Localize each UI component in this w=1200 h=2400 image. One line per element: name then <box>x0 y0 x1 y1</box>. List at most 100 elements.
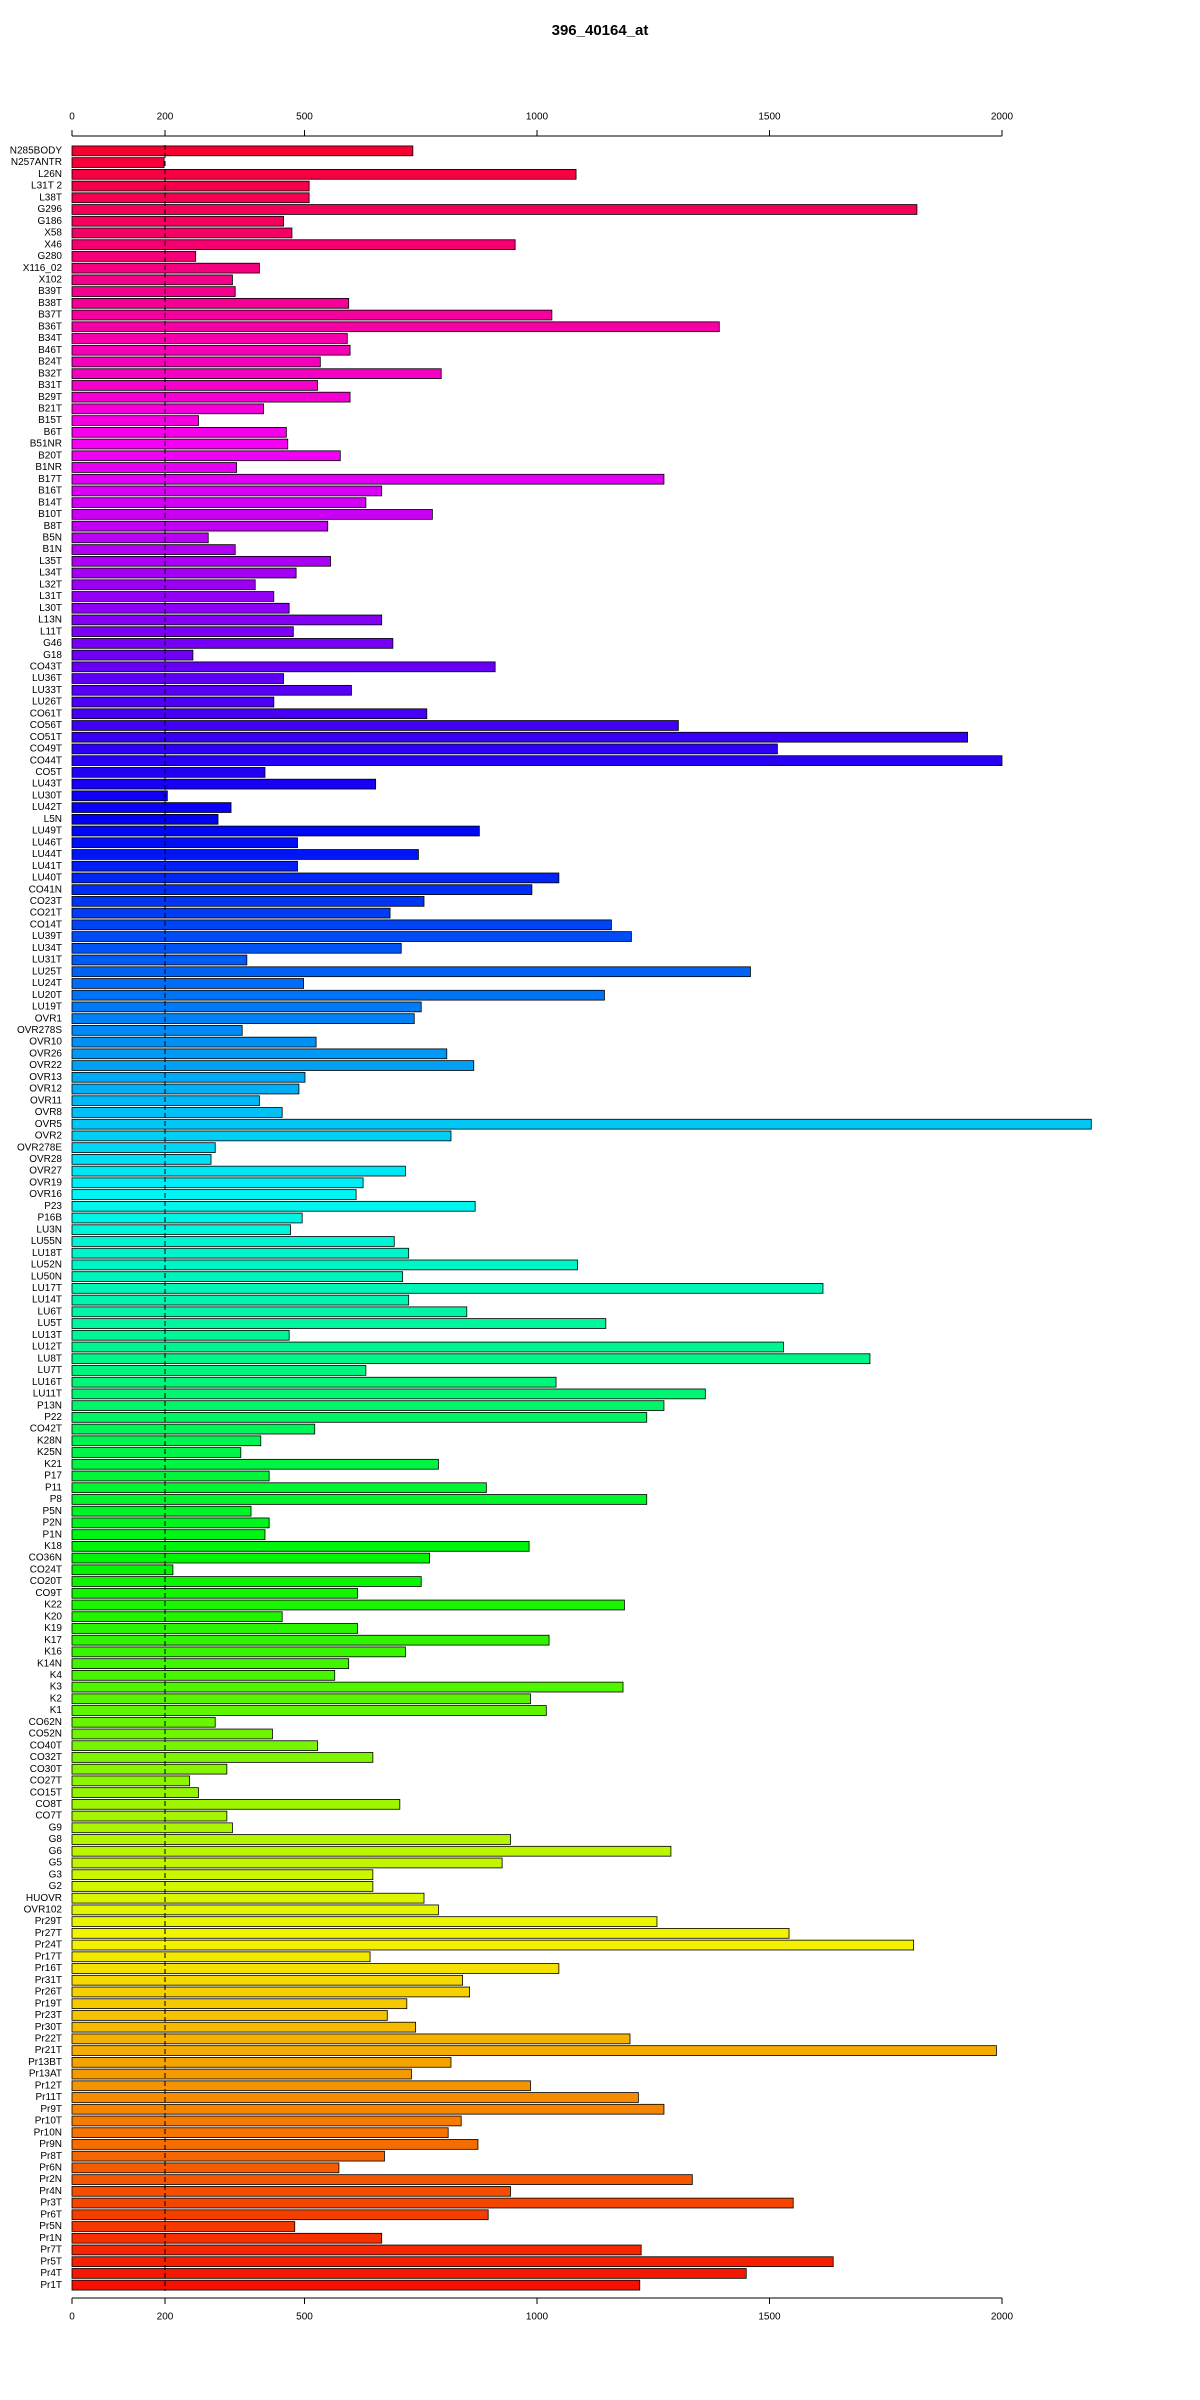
y-tick-label: CO36N <box>29 1553 62 1564</box>
y-tick-label: K3 <box>50 1682 63 1693</box>
bar <box>71 415 199 426</box>
x-tick-label: 1500 <box>758 2312 781 2323</box>
bar <box>71 966 751 978</box>
y-tick-label: CO56T <box>30 720 62 731</box>
bar <box>71 2103 665 2115</box>
bar <box>71 872 560 884</box>
bar <box>71 1071 306 1083</box>
y-tick-label: Pr4T <box>40 2268 62 2279</box>
bar <box>71 1986 470 1998</box>
y-tick-label: L13N <box>38 615 62 626</box>
bar <box>71 1423 316 1435</box>
y-tick-label: X102 <box>39 274 63 285</box>
y-tick-label: OVR16 <box>29 1189 62 1200</box>
y-tick-label: Pr10N <box>34 2127 62 2138</box>
y-tick-label: CO41N <box>29 884 62 895</box>
y-tick-label: B37T <box>38 310 62 321</box>
y-tick-label: Pr6N <box>39 2163 62 2174</box>
y-tick-label: Pr31T <box>35 1975 62 1986</box>
y-tick-label: LU8T <box>38 1353 62 1364</box>
bar <box>71 2010 388 2021</box>
y-tick-label: LU43T <box>32 779 62 790</box>
bar <box>71 2174 693 2185</box>
y-tick-label: CO5T <box>35 767 62 778</box>
bar <box>71 473 665 485</box>
y-tick-label: OVR5 <box>35 1119 63 1130</box>
bar <box>71 1036 317 1048</box>
bar <box>71 1822 233 1834</box>
bar <box>71 438 289 450</box>
bar <box>71 1576 422 1587</box>
bar <box>71 1435 262 1447</box>
bar <box>71 1998 408 2010</box>
y-tick-label: OVR28 <box>29 1154 62 1165</box>
y-tick-label: Pr27T <box>35 1928 62 1939</box>
y-tick-label: Pr12T <box>35 2080 62 2091</box>
y-tick-label: Pr10T <box>35 2116 62 2127</box>
y-tick-label: B51NR <box>30 439 62 450</box>
bar <box>71 1963 560 1974</box>
bar <box>71 2185 511 2197</box>
y-tick-label: B24T <box>38 357 62 368</box>
bar <box>71 1259 578 1271</box>
y-tick-label: OVR13 <box>29 1072 62 1083</box>
bar <box>71 462 238 473</box>
bar <box>71 1670 336 1681</box>
y-tick-label: Pr22T <box>35 2034 62 2045</box>
bar <box>71 1564 174 1576</box>
y-tick-label: B10T <box>38 509 62 520</box>
y-tick-label: B29T <box>38 392 62 403</box>
bar <box>71 1834 511 1845</box>
bar <box>71 2221 296 2232</box>
y-tick-label: P11 <box>45 1482 62 1493</box>
y-tick-label: OVR2 <box>35 1131 63 1142</box>
y-tick-label: LU42T <box>32 802 62 813</box>
bar <box>71 931 632 942</box>
bar <box>71 509 433 520</box>
y-tick-label: Pr4N <box>39 2186 62 2197</box>
bar <box>71 204 918 215</box>
y-tick-label: CO9T <box>35 1588 62 1599</box>
bar <box>71 426 287 438</box>
bar <box>71 1740 318 1752</box>
y-tick-label: OVR22 <box>29 1060 62 1071</box>
bar <box>71 297 350 309</box>
bar <box>71 1904 439 1916</box>
y-tick-label: P1N <box>43 1529 62 1540</box>
bar <box>71 2268 747 2279</box>
y-tick-label: LU25T <box>32 966 62 977</box>
y-tick-label: B21T <box>38 403 62 414</box>
bar <box>71 1763 228 1775</box>
bar <box>71 1107 283 1118</box>
bar <box>71 2209 489 2221</box>
y-tick-label: CO49T <box>30 744 62 755</box>
y-tick-label: B46T <box>38 345 62 356</box>
y-tick-label: LU17T <box>32 1283 62 1294</box>
y-tick-label: LU50N <box>31 1271 62 1282</box>
y-tick-label: B14T <box>38 497 62 508</box>
y-tick-label: B1N <box>43 544 62 555</box>
bar <box>71 497 367 508</box>
bar <box>71 720 679 731</box>
bar <box>71 1189 357 1200</box>
bar <box>71 602 290 614</box>
y-tick-label: Pr7T <box>40 2245 62 2256</box>
bar <box>71 1869 374 1881</box>
bar <box>71 1939 915 1951</box>
bar <box>71 1283 824 1294</box>
x-tick-label: 0 <box>69 112 75 123</box>
y-tick-label: OVR11 <box>30 1095 62 1106</box>
y-tick-label: LU41T <box>32 861 62 872</box>
bar <box>71 2080 531 2092</box>
bar <box>71 368 442 379</box>
y-tick-label: LU52N <box>31 1260 62 1271</box>
bar <box>71 2115 462 2127</box>
bar <box>71 168 577 180</box>
bar <box>71 696 275 708</box>
bar <box>71 1353 871 1365</box>
bar <box>71 1552 430 1564</box>
y-tick-label: B17T <box>38 474 62 485</box>
bar <box>71 954 248 966</box>
bar <box>71 1329 290 1341</box>
bar <box>71 1142 216 1153</box>
